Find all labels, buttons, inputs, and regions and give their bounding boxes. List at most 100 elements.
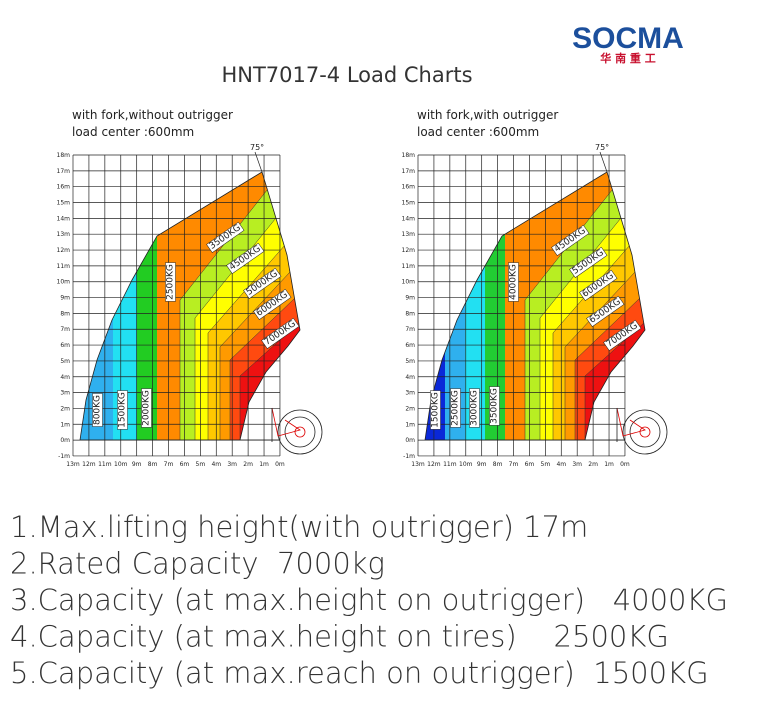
x-tick-label: 0m bbox=[275, 461, 285, 468]
x-tick-label: 9m bbox=[477, 461, 487, 468]
y-tick-label: 0m bbox=[60, 437, 70, 444]
envelope-outline bbox=[424, 171, 646, 441]
y-tick-label: 11m bbox=[402, 263, 416, 270]
y-tick-label: 15m bbox=[57, 200, 71, 207]
y-tick-label: 9m bbox=[60, 295, 70, 302]
y-tick-label: 3m bbox=[405, 390, 415, 397]
zone-label-box bbox=[508, 262, 519, 302]
angle-line bbox=[599, 151, 608, 173]
zone-label-box bbox=[117, 390, 128, 430]
y-tick-label: 7m bbox=[60, 326, 70, 333]
y-tick-label: 12m bbox=[402, 247, 416, 254]
y-tick-label: 7m bbox=[405, 326, 415, 333]
note: 5.Capacity (at max.reach on outrigger) 1… bbox=[10, 656, 709, 690]
y-tick-label: 6m bbox=[60, 342, 70, 349]
y-tick-label: 9m bbox=[405, 295, 415, 302]
subtitle: load center :600mm bbox=[417, 125, 539, 139]
zone-label-box bbox=[141, 388, 152, 428]
y-tick-label: 1m bbox=[405, 421, 415, 428]
load-chart: with fork,with outrigger load center :600… bbox=[402, 108, 668, 468]
y-tick-label: 4m bbox=[405, 374, 415, 381]
zones bbox=[425, 172, 645, 440]
y-tick-label: 13m bbox=[402, 231, 416, 238]
logo-name: SOCMA bbox=[572, 22, 684, 55]
y-tick-label: 8m bbox=[60, 310, 70, 317]
wheel bbox=[284, 416, 316, 448]
x-tick-label: 6m bbox=[180, 461, 190, 468]
zone-label-box bbox=[551, 224, 590, 256]
x-tick-label: 11m bbox=[98, 461, 112, 468]
y-tick-label: 0m bbox=[405, 437, 415, 444]
x-tick-label: 10m bbox=[459, 461, 473, 468]
boom bbox=[616, 407, 646, 437]
zone-label-box bbox=[206, 221, 245, 253]
y-tick-label: 13m bbox=[57, 231, 71, 238]
y-tick-label: 10m bbox=[402, 279, 416, 286]
wheel bbox=[629, 416, 661, 448]
y-tick-label: 2m bbox=[405, 405, 415, 412]
x-tick-label: 7m bbox=[164, 461, 174, 468]
angle-label: 75° bbox=[595, 143, 609, 152]
y-tick-label: 11m bbox=[57, 263, 71, 270]
y-tick-label: 18m bbox=[57, 152, 71, 159]
zone-label-box bbox=[450, 388, 461, 428]
zone-label-box bbox=[489, 386, 500, 426]
y-tick-label: 4m bbox=[60, 374, 70, 381]
x-tick-label: 12m bbox=[82, 461, 96, 468]
y-tick-label: 14m bbox=[57, 215, 71, 222]
zone-label-box bbox=[92, 393, 103, 427]
x-tick-label: 8m bbox=[148, 461, 158, 468]
machine-icon bbox=[585, 407, 668, 455]
x-tick-label: 3m bbox=[227, 461, 237, 468]
y-tick-label: 3m bbox=[60, 390, 70, 397]
zone-label-box bbox=[243, 267, 282, 299]
x-tick-label: 4m bbox=[211, 461, 221, 468]
note: 2.Rated Capacity 7000kg bbox=[10, 547, 385, 581]
angle-line bbox=[254, 151, 263, 173]
subtitle: load center :600mm bbox=[72, 125, 194, 139]
machine-icon bbox=[240, 407, 323, 455]
zone-label: 3500KG bbox=[490, 388, 500, 424]
logo-subname: 华 南 重 工 bbox=[600, 51, 656, 65]
zone-shapes bbox=[425, 172, 645, 440]
boom bbox=[271, 407, 301, 437]
zone-label: 2500KG bbox=[166, 264, 176, 300]
zone-label: 2000KG bbox=[142, 390, 152, 426]
subtitle: with fork,with outrigger bbox=[417, 108, 558, 122]
x-tick-label: 8m bbox=[493, 461, 503, 468]
y-tick-label: -1m bbox=[58, 453, 70, 460]
note: 3.Capacity (at max.height on outrigger) … bbox=[10, 583, 728, 617]
zone-label-box bbox=[430, 390, 441, 430]
y-tick-label: 2m bbox=[60, 405, 70, 412]
x-tick-label: 1m bbox=[259, 461, 269, 468]
y-tick-label: 18m bbox=[402, 152, 416, 159]
wheel bbox=[277, 409, 323, 455]
x-tick-label: 2m bbox=[243, 461, 253, 468]
zone-label-box bbox=[253, 288, 292, 320]
load-chart: with fork,without outrigger load center :… bbox=[57, 108, 323, 468]
zone-label-box bbox=[603, 319, 642, 351]
wheel bbox=[622, 409, 668, 455]
zone-label: 3000KG bbox=[470, 390, 480, 426]
x-tick-label: 9m bbox=[132, 461, 142, 468]
y-tick-label: 6m bbox=[405, 342, 415, 349]
hub bbox=[639, 426, 651, 438]
x-tick-label: 3m bbox=[572, 461, 582, 468]
x-tick-label: 0m bbox=[620, 461, 630, 468]
x-tick-label: 7m bbox=[509, 461, 519, 468]
x-tick-label: 1m bbox=[604, 461, 614, 468]
note: 4.Capacity (at max.height on tires) 2500… bbox=[10, 620, 669, 654]
x-tick-label: 11m bbox=[443, 461, 457, 468]
zone-label-box bbox=[226, 242, 265, 274]
x-tick-label: 13m bbox=[66, 461, 80, 468]
x-tick-label: 10m bbox=[114, 461, 128, 468]
y-tick-label: 8m bbox=[405, 310, 415, 317]
angle-label: 75° bbox=[250, 143, 264, 152]
x-tick-label: 2m bbox=[588, 461, 598, 468]
zone-label-box bbox=[261, 317, 300, 349]
zone-label: 2500KG bbox=[451, 390, 461, 426]
envelope-outline bbox=[79, 171, 301, 441]
y-tick-label: 14m bbox=[402, 215, 416, 222]
y-tick-label: -1m bbox=[403, 453, 415, 460]
